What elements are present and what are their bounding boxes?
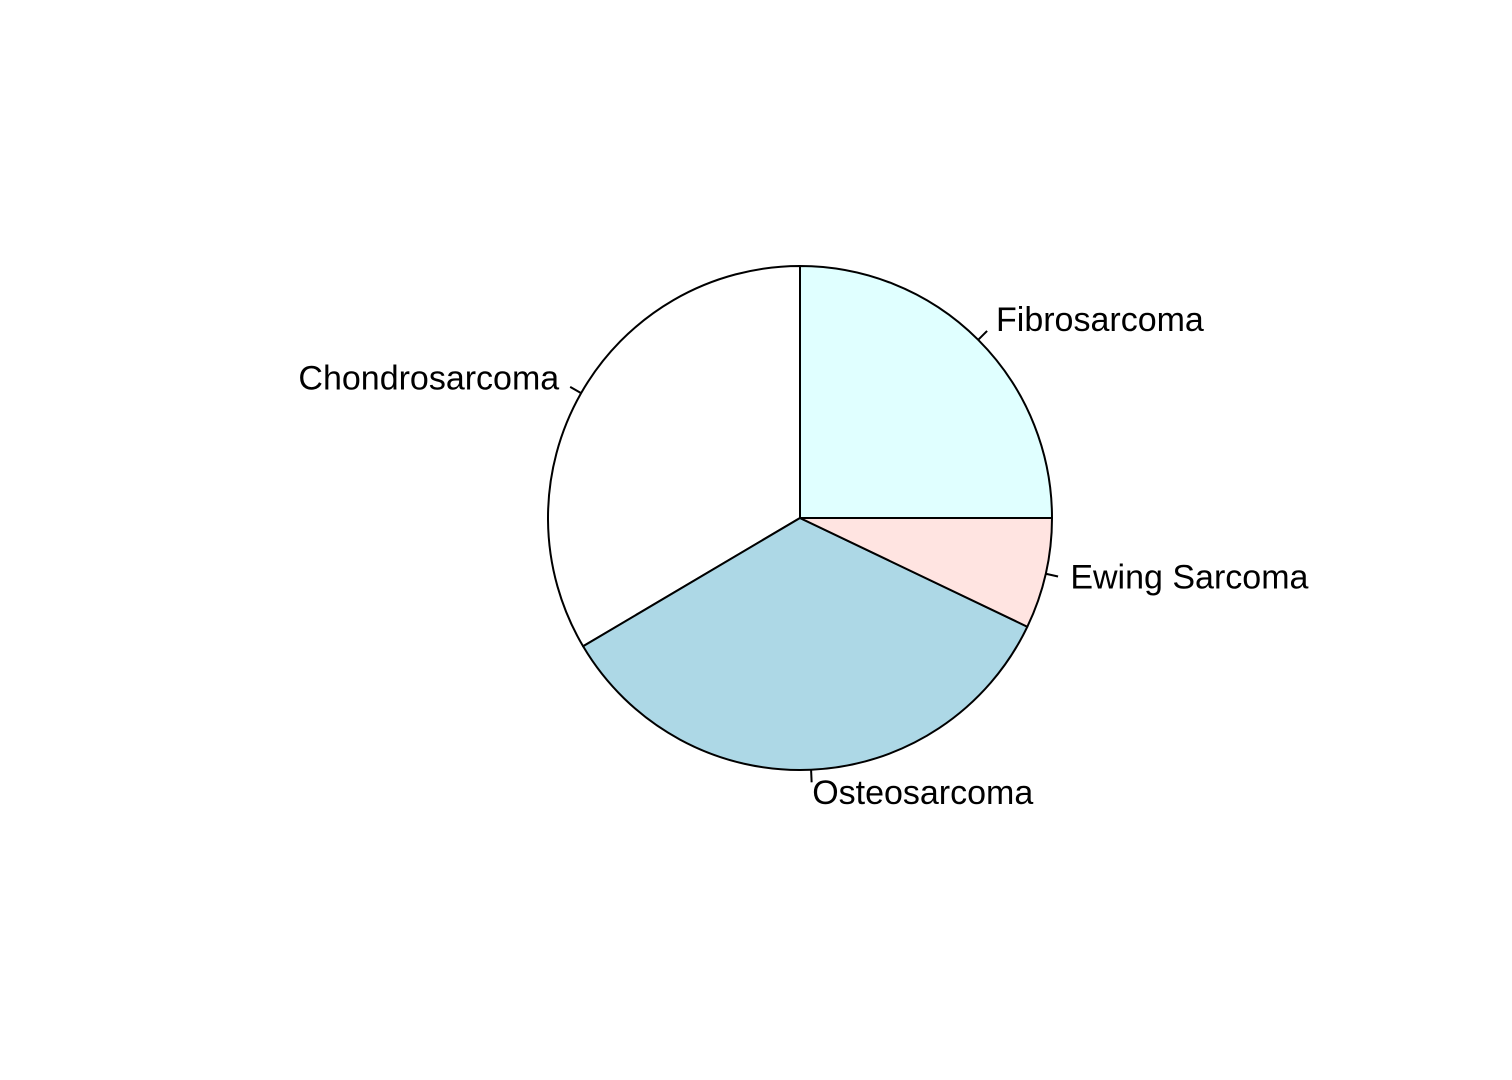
slice-label-fibrosarcoma: Fibrosarcoma [996,301,1204,339]
label-tick-ewing-sarcoma [1045,572,1059,578]
label-tick-osteosarcoma [810,769,813,783]
slice-label-chondrosarcoma: Chondrosarcoma [298,360,559,398]
slice-labels: Fibrosarcoma Chondrosarcoma Osteosarcoma Ew… [298,301,1308,812]
slice-label-osteosarcoma: Osteosarcoma [812,774,1033,812]
label-ticks [569,330,1059,783]
pie-slice-chondrosarcoma [547,265,801,648]
label-tick-fibrosarcoma [977,330,988,341]
slice-label-ewing-sarcoma: Ewing Sarcoma [1070,558,1308,596]
label-tick-chondrosarcoma [569,386,582,395]
pie-slices [547,265,1053,771]
pie-slice-ewing-sarcoma [799,517,1053,628]
